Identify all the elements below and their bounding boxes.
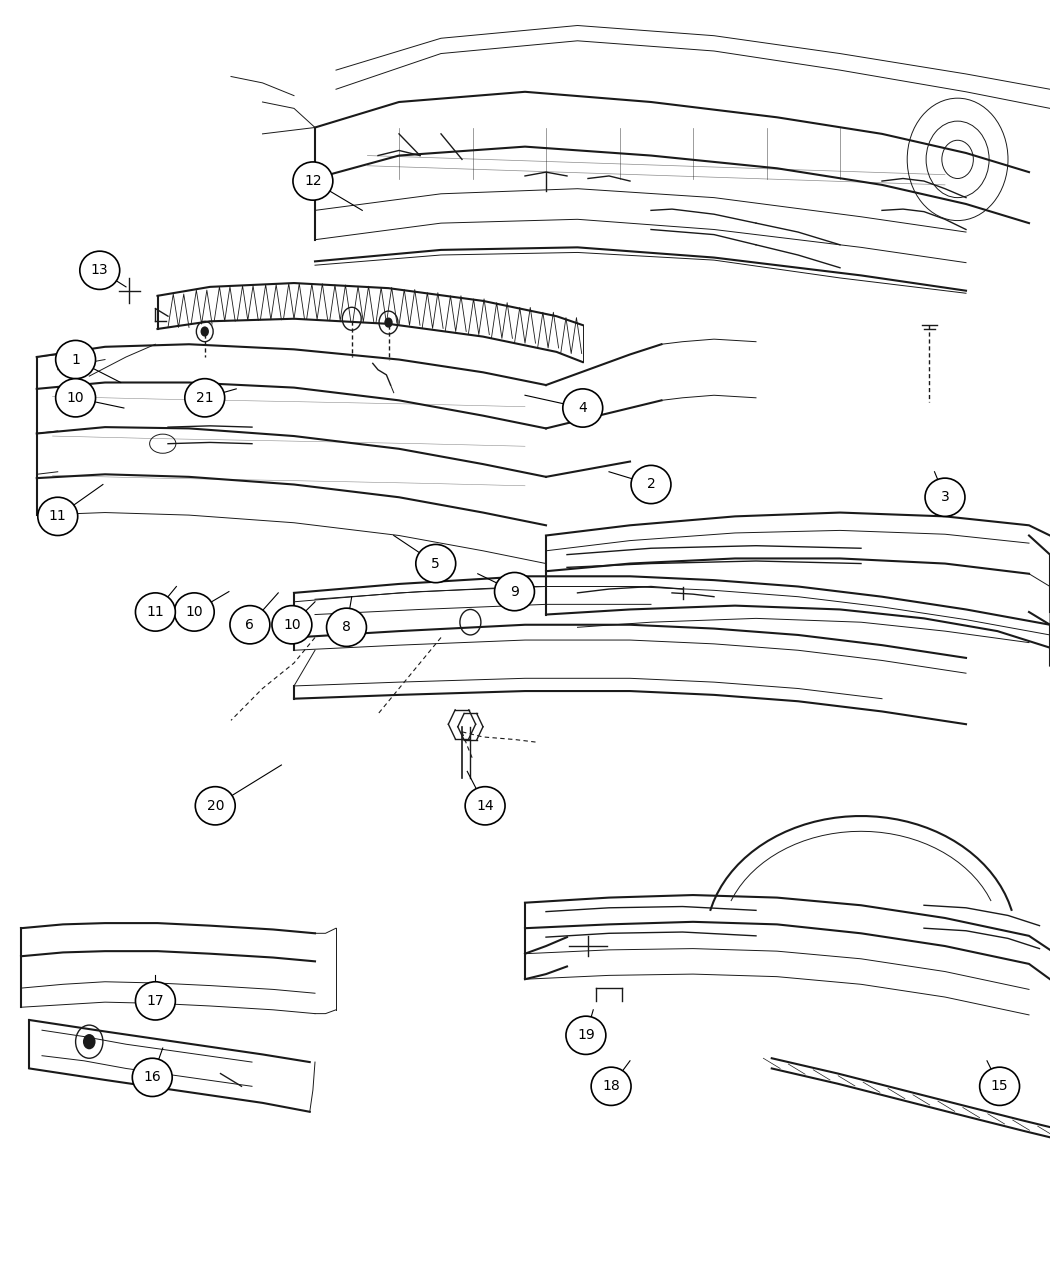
- Ellipse shape: [563, 389, 603, 427]
- Text: 10: 10: [284, 618, 300, 631]
- Ellipse shape: [80, 251, 120, 289]
- Ellipse shape: [591, 1067, 631, 1105]
- Text: 6: 6: [246, 618, 254, 631]
- Ellipse shape: [925, 478, 965, 516]
- Circle shape: [384, 317, 393, 328]
- Text: 16: 16: [144, 1071, 161, 1084]
- Text: 5: 5: [432, 557, 440, 570]
- Text: 12: 12: [304, 175, 321, 187]
- Text: 3: 3: [941, 491, 949, 504]
- Ellipse shape: [416, 544, 456, 583]
- Text: 4: 4: [579, 402, 587, 414]
- Ellipse shape: [132, 1058, 172, 1096]
- Text: 10: 10: [67, 391, 84, 404]
- Ellipse shape: [185, 379, 225, 417]
- Text: 17: 17: [147, 994, 164, 1007]
- Ellipse shape: [327, 608, 366, 646]
- Text: 1: 1: [71, 353, 80, 366]
- Text: 11: 11: [147, 606, 164, 618]
- Ellipse shape: [135, 982, 175, 1020]
- Text: 18: 18: [603, 1080, 620, 1093]
- Ellipse shape: [631, 465, 671, 504]
- Ellipse shape: [495, 572, 534, 611]
- Ellipse shape: [56, 340, 96, 379]
- Text: 19: 19: [578, 1029, 594, 1042]
- Ellipse shape: [272, 606, 312, 644]
- Text: 20: 20: [207, 799, 224, 812]
- Text: 2: 2: [647, 478, 655, 491]
- Ellipse shape: [195, 787, 235, 825]
- Text: 21: 21: [196, 391, 213, 404]
- Circle shape: [83, 1034, 96, 1049]
- Ellipse shape: [566, 1016, 606, 1054]
- Ellipse shape: [293, 162, 333, 200]
- Text: 14: 14: [477, 799, 493, 812]
- Text: 15: 15: [991, 1080, 1008, 1093]
- Text: 13: 13: [91, 264, 108, 277]
- Ellipse shape: [56, 379, 96, 417]
- Circle shape: [201, 326, 209, 337]
- Text: 11: 11: [49, 510, 66, 523]
- Ellipse shape: [230, 606, 270, 644]
- Ellipse shape: [980, 1067, 1020, 1105]
- Ellipse shape: [174, 593, 214, 631]
- Text: 10: 10: [186, 606, 203, 618]
- Text: 8: 8: [342, 621, 351, 634]
- Ellipse shape: [135, 593, 175, 631]
- Text: 9: 9: [510, 585, 519, 598]
- Ellipse shape: [465, 787, 505, 825]
- Ellipse shape: [38, 497, 78, 536]
